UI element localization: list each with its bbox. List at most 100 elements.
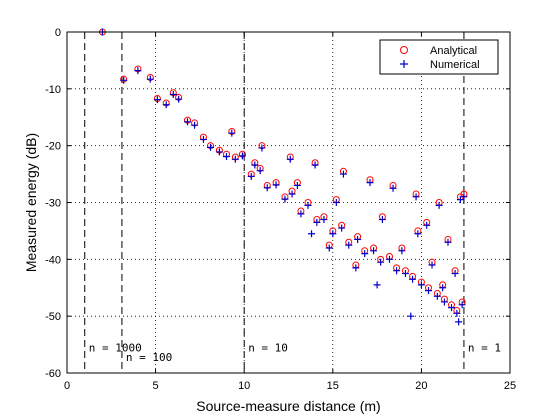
numerical-point	[308, 230, 316, 238]
threshold-label: n = 100	[126, 351, 172, 364]
numerical-point	[439, 284, 447, 292]
y-tick-label: -20	[45, 141, 61, 153]
y-tick-label: -10	[45, 84, 61, 96]
numerical-point	[313, 218, 321, 226]
legend-numerical-marker	[400, 60, 408, 68]
numerical-point	[329, 230, 337, 238]
numerical-point	[386, 255, 394, 263]
numerical-point	[272, 181, 280, 189]
numerical-point	[412, 193, 420, 201]
numerical-point	[389, 184, 397, 192]
numerical-point	[373, 281, 381, 289]
y-tick-label: -60	[45, 368, 61, 380]
legend-numerical-label: Numerical	[430, 59, 480, 71]
numerical-point	[325, 244, 333, 252]
numerical-point	[153, 96, 161, 104]
numerical-point	[162, 101, 170, 109]
numerical-point	[354, 235, 362, 243]
numerical-point	[215, 148, 223, 156]
numerical-point	[256, 167, 264, 175]
data-marks	[98, 28, 468, 326]
legend-analytical-marker	[400, 46, 408, 54]
numerical-point	[435, 201, 443, 209]
numerical-point	[448, 304, 456, 312]
numerical-point	[366, 179, 374, 187]
numerical-point	[361, 250, 369, 258]
numerical-point	[444, 238, 452, 246]
numerical-point	[378, 216, 386, 224]
numerical-point	[451, 270, 459, 278]
numerical-point	[339, 170, 347, 178]
numerical-point	[311, 161, 319, 169]
x-tick-label: 0	[64, 380, 70, 392]
x-tick-label: 20	[415, 380, 427, 392]
x-axis-title: Source-measure distance (m)	[196, 398, 380, 414]
numerical-point	[238, 152, 246, 160]
numerical-point	[120, 76, 128, 84]
x-tick-label: 10	[238, 380, 250, 392]
axis-ticks: 0 5 10 15 20 25 0 -10 -20 -30 -40 -50 -60	[45, 27, 516, 392]
x-tick-label: 25	[504, 380, 516, 392]
threshold-lines	[84, 32, 465, 373]
numerical-point	[424, 287, 432, 295]
numerical-point	[460, 193, 468, 201]
legend: Analytical Numerical	[379, 39, 499, 75]
numerical-point	[377, 258, 385, 266]
threshold-label: n = 10	[248, 341, 288, 354]
numerical-point	[175, 95, 183, 103]
numerical-point	[401, 270, 409, 278]
numerical-point	[191, 121, 199, 129]
numerical-point	[247, 172, 255, 180]
numerical-point	[281, 195, 289, 203]
numerical-point	[423, 221, 431, 229]
numerical-point	[456, 196, 464, 204]
numerical-point	[407, 312, 415, 320]
numerical-point	[251, 161, 259, 169]
numerical-point	[370, 247, 378, 255]
numerical-point	[286, 155, 294, 163]
x-tick-label: 15	[327, 380, 339, 392]
y-axis-title: Measured energy (dB)	[23, 133, 39, 272]
numerical-point	[417, 281, 425, 289]
numerical-point	[345, 241, 353, 249]
numerical-point	[263, 184, 271, 192]
numerical-point	[352, 264, 360, 272]
numerical-point	[414, 230, 422, 238]
numerical-point	[199, 135, 207, 143]
numerical-point	[222, 152, 230, 160]
numerical-point	[288, 190, 296, 198]
numerical-point	[458, 301, 466, 309]
y-tick-label: -30	[45, 198, 61, 210]
y-tick-label: 0	[55, 27, 61, 39]
y-tick-label: -50	[45, 311, 61, 323]
numerical-point	[134, 67, 142, 75]
numerical-point	[146, 75, 154, 83]
numerical-point	[433, 292, 441, 300]
threshold-label: n = 1	[468, 341, 501, 354]
y-tick-label: -40	[45, 254, 61, 266]
numerical-point	[409, 275, 417, 283]
numerical-point	[338, 224, 346, 232]
legend-box	[379, 39, 499, 75]
legend-analytical-label: Analytical	[430, 45, 477, 57]
x-tick-label: 5	[153, 380, 159, 392]
numerical-point	[440, 298, 448, 306]
numerical-point	[258, 144, 266, 152]
numerical-point	[332, 199, 340, 206]
numerical-point	[398, 247, 406, 255]
numerical-point	[293, 181, 301, 189]
threshold-label: n = 1000	[89, 341, 142, 354]
numerical-point	[393, 267, 401, 275]
numerical-point	[183, 118, 191, 126]
numerical-point	[207, 143, 215, 151]
numerical-point	[231, 155, 239, 163]
numerical-point	[297, 210, 305, 218]
numerical-point	[304, 201, 312, 209]
numerical-point	[169, 91, 177, 99]
numerical-point	[320, 216, 328, 224]
numerical-point	[455, 318, 463, 326]
numerical-point	[228, 129, 236, 137]
numerical-point	[428, 261, 436, 269]
